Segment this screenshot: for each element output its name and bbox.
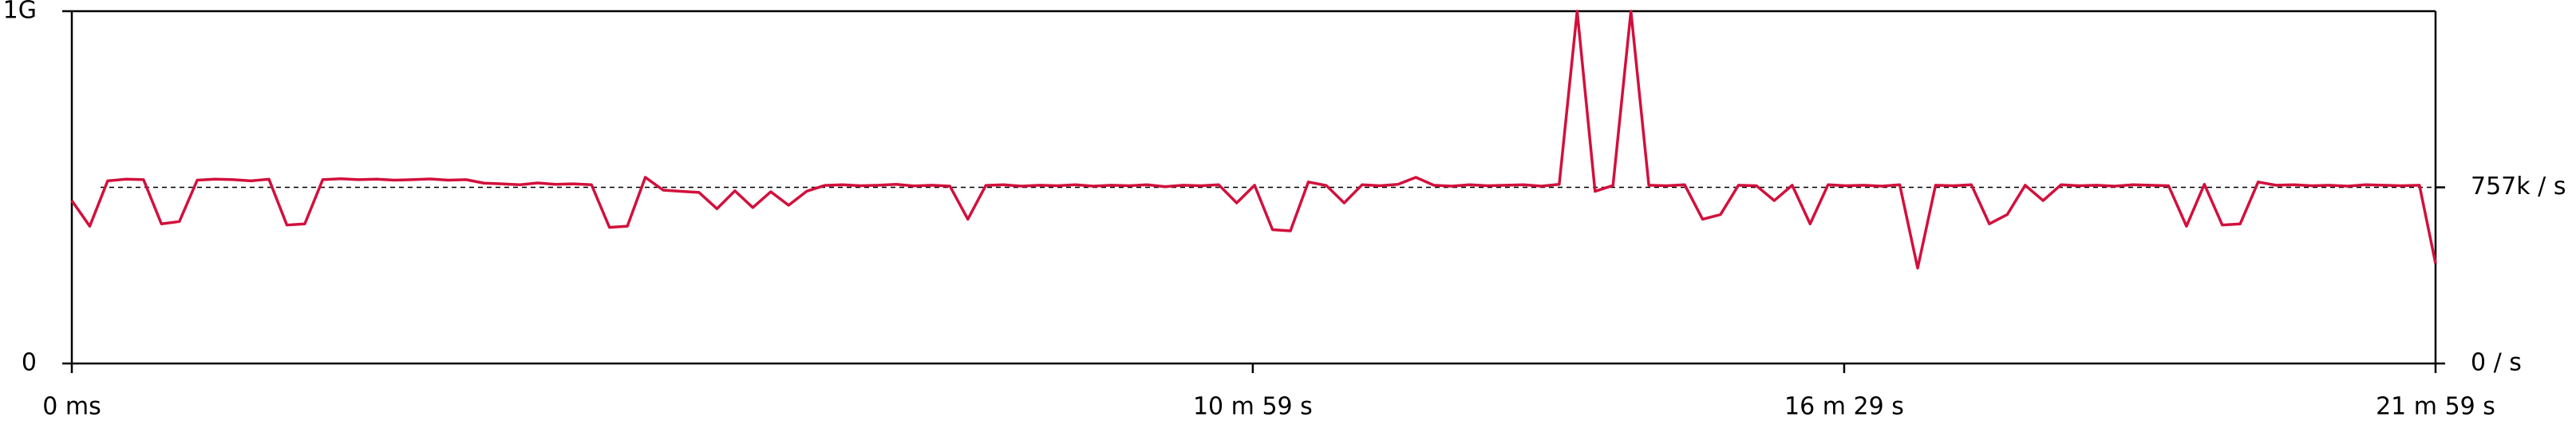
y-tick-label: 1G xyxy=(3,0,37,25)
x-tick-label: 10 m 59 s xyxy=(1193,393,1313,421)
y-tick-label: 0 xyxy=(22,349,37,377)
y2-tick-label: 0 / s xyxy=(2471,349,2522,377)
y2-tick-label: 757k / s xyxy=(2471,173,2566,201)
x-tick-label: 0 ms xyxy=(42,393,101,421)
data-line xyxy=(70,10,2437,270)
x-tick-label: 16 m 29 s xyxy=(1784,393,1904,421)
x-tick-label: 21 m 59 s xyxy=(2376,393,2495,421)
